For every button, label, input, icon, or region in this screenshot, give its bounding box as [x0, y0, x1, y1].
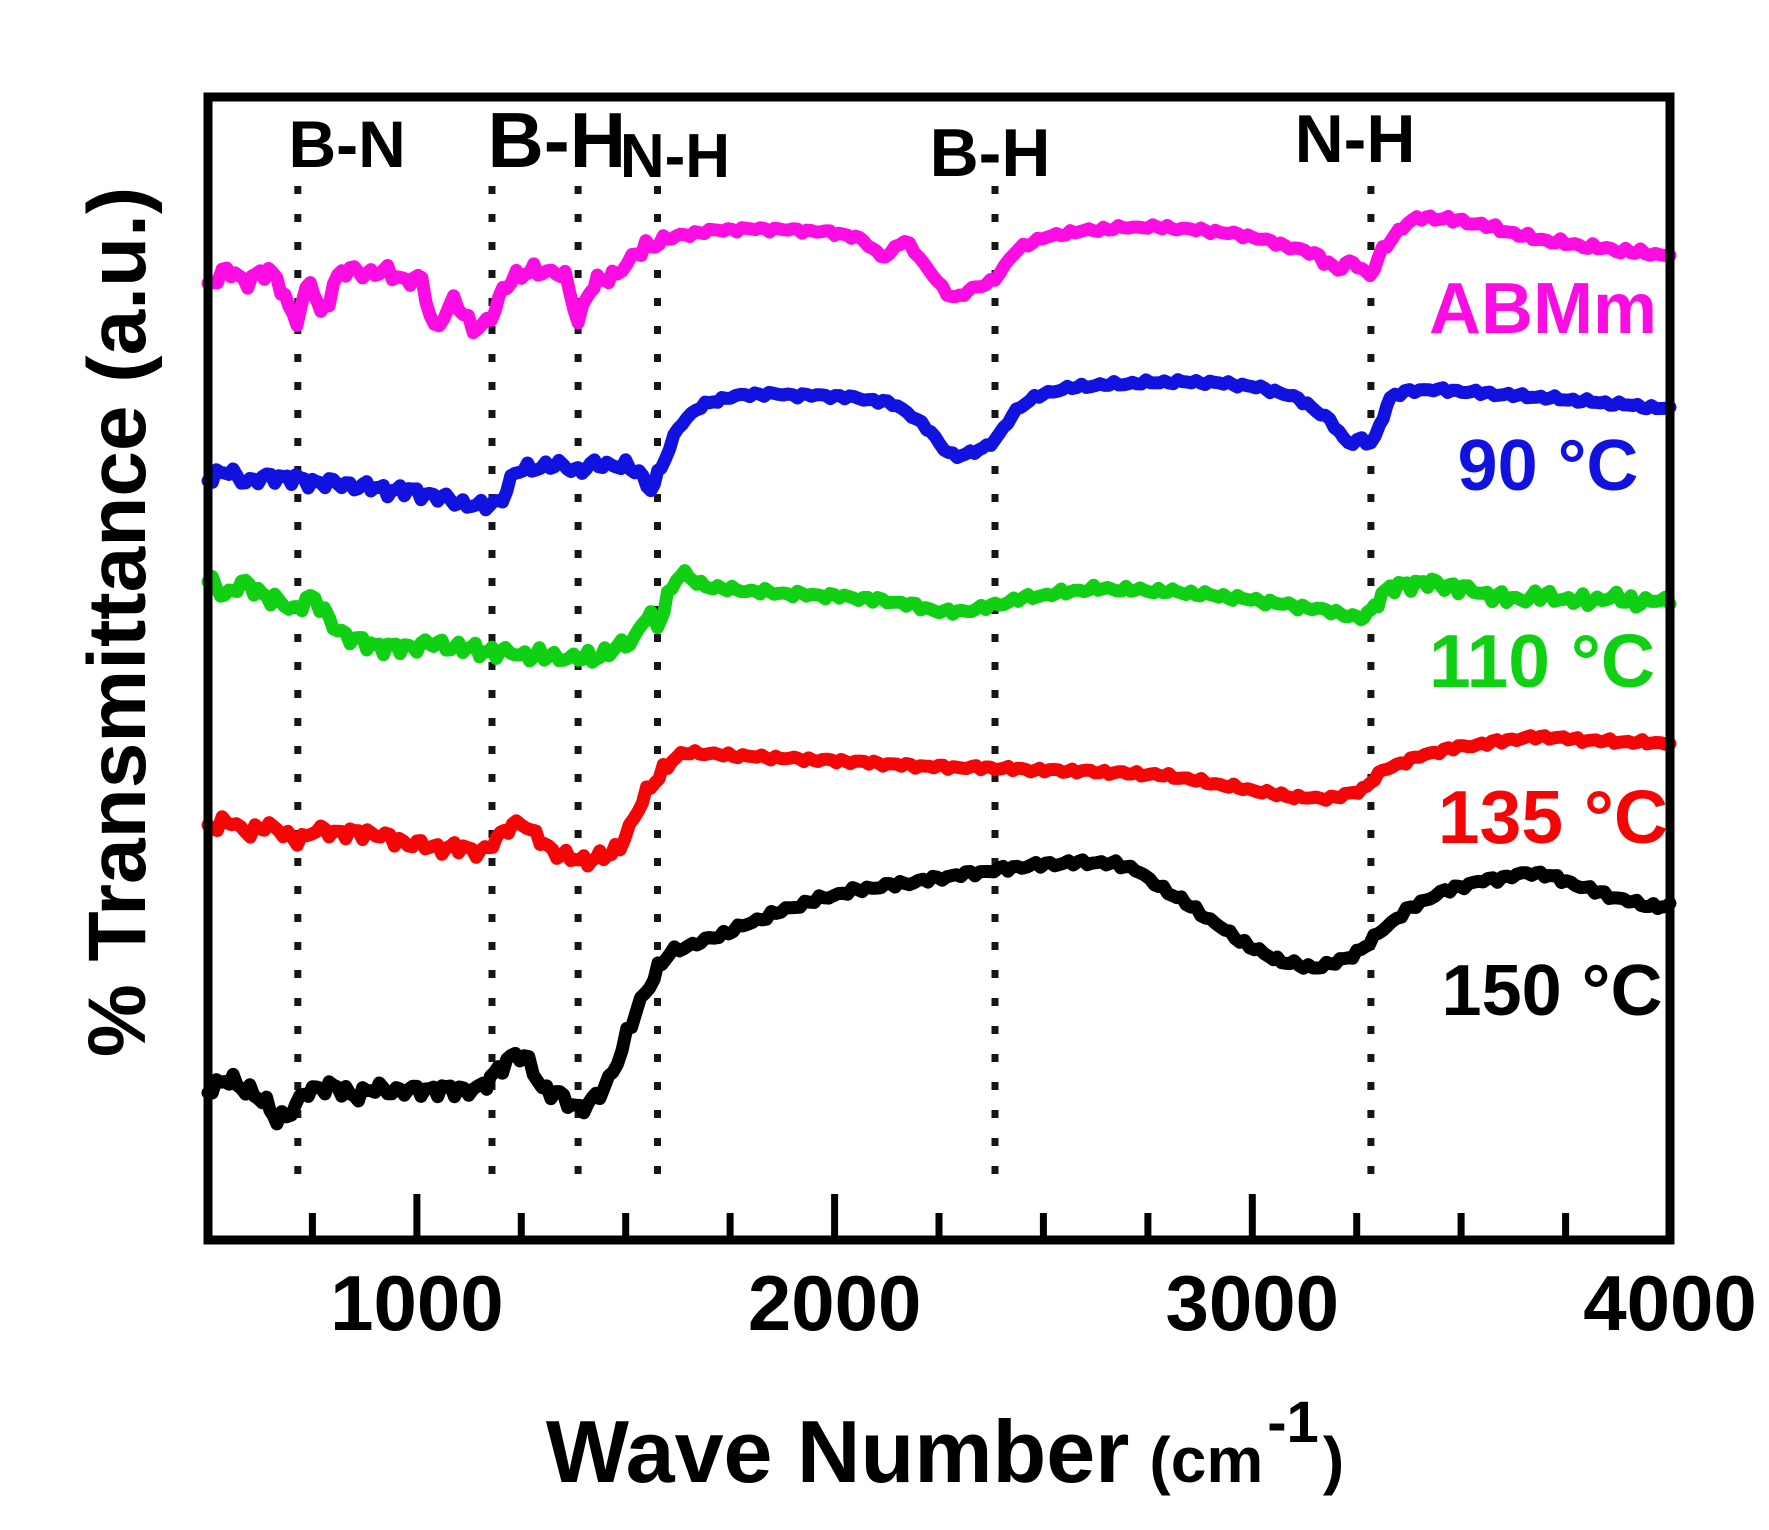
series-label-abmm: ABMm — [1429, 269, 1657, 349]
x-tick-label-3000: 3000 — [1166, 1259, 1340, 1347]
series-label-t90: 90 °C — [1458, 426, 1639, 506]
spectrum-curve-t150 — [201, 853, 1677, 1131]
series-label-t150: 150 °C — [1442, 951, 1663, 1031]
y-axis-title: % Transmittance (a.u.) — [72, 187, 163, 1057]
x-tick-label-4000: 4000 — [1583, 1259, 1757, 1347]
series-label-t135: 135 °C — [1438, 775, 1668, 859]
x-axis-title: Wave Number (cm-1) — [546, 1390, 1344, 1501]
spectrum-curve-abmm — [201, 209, 1677, 340]
x-axis-title-superscript: -1 — [1267, 1390, 1319, 1455]
bond-label-n-h-4: N-H — [1295, 101, 1416, 177]
bond-label-n-h-2: N-H — [620, 122, 730, 191]
x-tick-label-1000: 1000 — [330, 1259, 504, 1347]
x-axis-title-unit-open: (cm — [1149, 1424, 1263, 1496]
spectrum-curve-t135 — [201, 729, 1677, 873]
x-tick-label-2000: 2000 — [748, 1259, 922, 1347]
spectrum-curve-t90 — [201, 373, 1677, 517]
x-tick-labels-group: 1000 2000 3000 4000 — [330, 1259, 1757, 1347]
bond-label-b-h-3: B-H — [930, 115, 1051, 191]
x-axis-title-unit-close: ) — [1323, 1424, 1344, 1496]
guide-lines-group — [294, 186, 1375, 1192]
x-ticks-group — [308, 1194, 1570, 1240]
x-axis-title-main: Wave Number — [546, 1402, 1130, 1501]
spectrum-curve-t110 — [201, 564, 1677, 669]
series-label-t110: 110 °C — [1429, 619, 1655, 703]
bond-label-b-h-1: B-H — [487, 96, 626, 184]
bond-label-b-n-0: B-N — [288, 107, 405, 181]
curves-group — [201, 209, 1677, 1131]
